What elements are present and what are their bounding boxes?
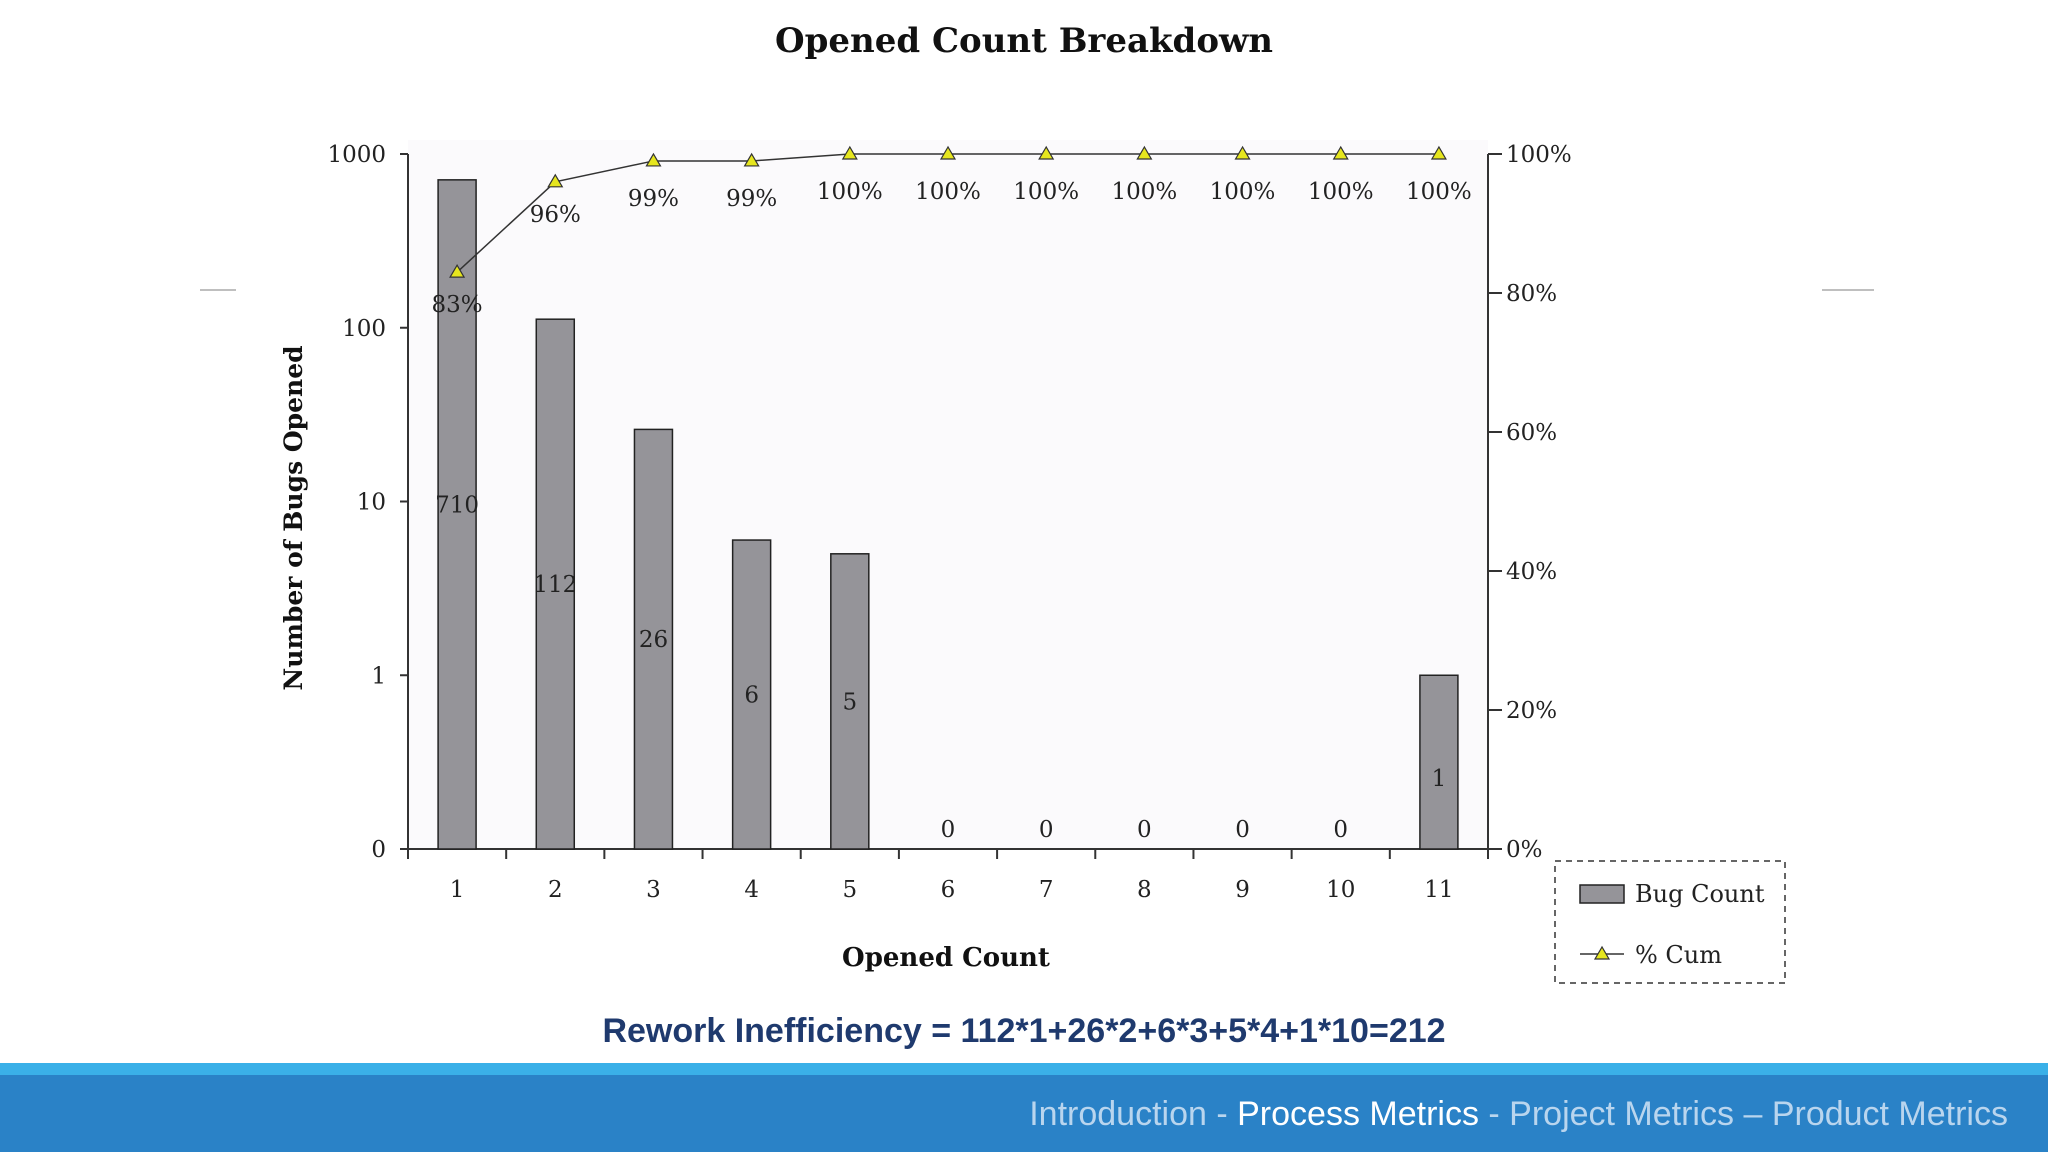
bar	[731, 539, 772, 850]
chart: Opened Count Breakdown Number of Bugs Op…	[279, 21, 1786, 984]
bar-data-label: 26	[639, 627, 668, 653]
bar-data-label: 0	[1137, 817, 1152, 843]
nav-introduction[interactable]: Introduction	[1029, 1095, 1207, 1133]
bar-data-label: 0	[1039, 817, 1054, 843]
right-decor-rule	[1822, 289, 1874, 291]
bar	[633, 428, 674, 850]
y-axis-label: Number of Bugs Opened	[279, 345, 308, 690]
cum-data-label: 100%	[1111, 179, 1177, 205]
footer-nav: Introduction - Process Metrics - Project…	[1029, 1095, 2008, 1134]
nav-project-metrics[interactable]: Project Metrics	[1509, 1095, 1734, 1133]
bars	[437, 179, 1459, 850]
legend-swatch-bar	[1579, 884, 1625, 904]
x-axis-label: Opened Count	[842, 943, 1050, 973]
x-tick-label: 2	[548, 877, 563, 903]
cum-data-label: 100%	[1406, 179, 1472, 205]
nav-separator: -	[1478, 1095, 1510, 1133]
cum-data-label: 100%	[1210, 179, 1276, 205]
x-tick-label: 11	[1424, 877, 1453, 903]
cum-marker	[1136, 145, 1153, 160]
x-tick-label: 3	[646, 877, 661, 903]
cum-marker	[1430, 145, 1447, 160]
bar	[535, 318, 576, 850]
cum-data-label: 83%	[432, 292, 483, 318]
cum-marker	[547, 173, 564, 188]
y-tick-label: 100	[342, 316, 386, 342]
cum-marker	[1332, 145, 1349, 160]
bar-data-label: 0	[1235, 817, 1250, 843]
cum-marker	[645, 152, 662, 167]
left-decor-rule	[200, 289, 236, 291]
y2-tick-label: 80%	[1506, 281, 1557, 307]
x-tick-label: 4	[744, 877, 759, 903]
plot-background	[408, 140, 1488, 850]
cumulative-line	[449, 145, 1447, 278]
cum-data-label: 99%	[628, 186, 679, 212]
cum-marker	[743, 152, 760, 167]
bar-data-label: 5	[842, 689, 857, 715]
x-tick-label: 10	[1326, 877, 1355, 903]
legend-label-bug-count: Bug Count	[1635, 880, 1765, 908]
cum-marker	[1234, 145, 1251, 160]
bar-data-label: 0	[941, 817, 956, 843]
nav-separator: -	[1206, 1095, 1238, 1133]
bar	[437, 179, 477, 850]
cum-data-label: 100%	[915, 179, 981, 205]
nav-product-metrics[interactable]: Product Metrics	[1771, 1095, 2008, 1133]
y-tick-label: 10	[357, 490, 386, 516]
x-tick-label: 5	[842, 877, 857, 903]
y2-tick-label: 100%	[1506, 142, 1572, 168]
bar	[830, 553, 870, 850]
y-tick-label: 0	[371, 837, 386, 863]
x-tick-label: 6	[941, 877, 956, 903]
footer-bar: Introduction - Process Metrics - Project…	[0, 1075, 2048, 1152]
x-tick-label: 9	[1235, 877, 1250, 903]
legend: Bug Count % Cum	[1554, 860, 1786, 984]
bar-data-label: 112	[533, 572, 577, 598]
x-tick-label: 8	[1137, 877, 1152, 903]
nav-process-metrics[interactable]: Process Metrics	[1237, 1095, 1479, 1133]
cum-marker	[449, 263, 466, 278]
y2-tick-label: 0%	[1506, 837, 1543, 863]
bar-data-label: 1	[1432, 766, 1447, 792]
cum-data-label: 100%	[1013, 179, 1079, 205]
y2-tick-label: 20%	[1506, 698, 1557, 724]
nav-separator: –	[1734, 1095, 1772, 1133]
bar-data-label: 710	[435, 492, 479, 518]
bar-data-label: 6	[744, 683, 759, 709]
bar	[1419, 674, 1459, 850]
cum-marker	[1038, 145, 1055, 160]
y-tick-label: 1	[371, 663, 386, 689]
y2-tick-label: 60%	[1506, 420, 1557, 446]
y-tick-label: 1000	[327, 142, 386, 168]
cum-data-label: 100%	[817, 179, 883, 205]
cum-data-label: 96%	[530, 202, 581, 228]
chart-svg: Opened Count Breakdown Number of Bugs Op…	[279, 21, 1786, 984]
legend-box	[1554, 860, 1786, 984]
x-tick-label: 7	[1039, 877, 1054, 903]
data-labels: 710 112 26 6 5 0 0 0 0 0 1 83% 96% 99% 99% 100% 100% 100%…	[432, 179, 1472, 843]
x-tick-label: 1	[450, 877, 465, 903]
legend-label-cum: % Cum	[1635, 941, 1722, 969]
cum-data-label: 99%	[726, 186, 777, 212]
cum-marker	[939, 145, 957, 160]
cum-data-label: 100%	[1308, 179, 1374, 205]
bar-data-label: 0	[1333, 817, 1348, 843]
y2-tick-label: 40%	[1506, 559, 1557, 585]
legend-swatch-marker	[1593, 945, 1611, 960]
rework-formula: Rework Inefficiency = 112*1+26*2+6*3+5*4…	[602, 1012, 1446, 1050]
cum-marker	[841, 145, 858, 160]
footer-accent-stripe	[0, 1063, 2048, 1075]
chart-title: Opened Count Breakdown	[775, 21, 1273, 61]
